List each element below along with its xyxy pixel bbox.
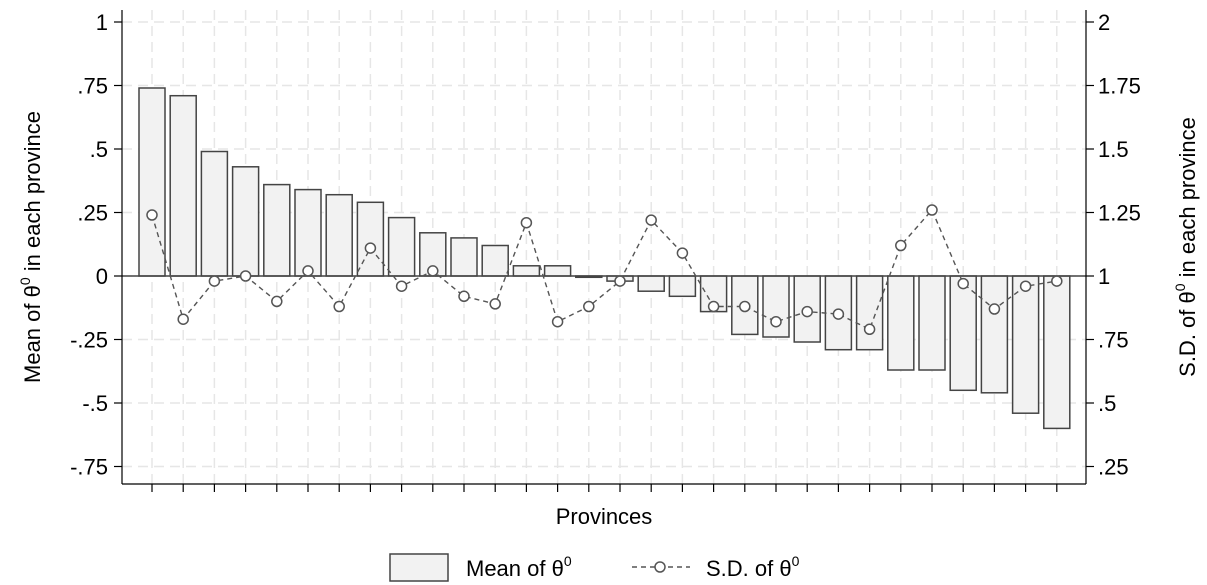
- sd-point: [1019, 280, 1032, 292]
- left-tick-label: -.75: [70, 455, 108, 480]
- bar: [762, 275, 790, 338]
- right-tick-label: 1.25: [1098, 201, 1141, 226]
- sd-point: [1051, 275, 1063, 287]
- sd-point: [770, 315, 782, 328]
- bar: [543, 265, 572, 277]
- sd-point: [177, 313, 189, 325]
- bar: [387, 216, 416, 277]
- sd-point: [707, 300, 720, 313]
- sd-line-path: [151, 208, 1057, 331]
- legend: Mean of θ0 S.D. of θ0: [389, 553, 800, 582]
- right-tick-label: .25: [1098, 455, 1129, 480]
- sd-point: [551, 315, 564, 328]
- right-tick-label: 1: [1098, 264, 1110, 289]
- left-tick-label: .75: [77, 74, 108, 99]
- sd-point: [583, 300, 595, 313]
- bar: [138, 87, 166, 277]
- bar: [200, 150, 229, 277]
- bar: [949, 275, 977, 392]
- bar: [1043, 275, 1071, 430]
- bar: [294, 188, 322, 277]
- left-tick-label: -.5: [82, 391, 108, 416]
- sd-point: [895, 239, 907, 252]
- right-tick-label: 1.75: [1098, 74, 1141, 99]
- sd-point: [801, 305, 813, 318]
- sd-line: [146, 204, 1063, 336]
- bar: [887, 275, 915, 371]
- sd-point: [333, 300, 345, 313]
- left-tick-label: -.25: [70, 328, 108, 353]
- left-tick-label: 0: [96, 264, 108, 289]
- bar: [263, 183, 291, 277]
- sd-point: [239, 270, 252, 282]
- sd-point: [614, 275, 626, 287]
- bar: [637, 275, 665, 292]
- bar: [450, 237, 478, 277]
- left-tick-label: 1: [96, 10, 108, 35]
- bar: [356, 201, 385, 277]
- left-tick-label: .5: [90, 137, 108, 162]
- sd-point: [832, 308, 845, 320]
- bar: [668, 275, 697, 298]
- bar: [1011, 275, 1040, 414]
- left-y-axis-title: Mean of θ0 in each province: [17, 111, 45, 383]
- bar: [512, 265, 541, 277]
- sd-point: [146, 209, 158, 221]
- sd-point: [988, 303, 1001, 315]
- sd-point: [427, 265, 439, 277]
- sd-point: [395, 280, 408, 292]
- sd-point: [926, 204, 938, 216]
- x-ticks: [151, 484, 1058, 492]
- legend-line-label: S.D. of θ0: [706, 553, 800, 581]
- axes: [121, 10, 1087, 485]
- sd-point: [302, 265, 314, 277]
- sd-point: [364, 242, 377, 254]
- sd-point: [863, 323, 876, 336]
- sd-point: [271, 295, 283, 308]
- sd-point: [739, 300, 751, 313]
- sd-point: [208, 275, 221, 287]
- bar: [169, 94, 197, 277]
- left-y-ticks: 1 .75 .5 .25 0 -.25 -.5 -.75: [70, 10, 122, 480]
- right-y-axis-title: S.D. of θ0 in each province: [1172, 117, 1200, 377]
- bar: [231, 166, 260, 277]
- right-tick-label: 1.5: [1098, 137, 1129, 162]
- bar: [918, 275, 946, 371]
- bars: [138, 87, 1071, 430]
- left-tick-label: .25: [77, 201, 108, 226]
- right-tick-label: .5: [1098, 391, 1116, 416]
- sd-point: [676, 247, 689, 259]
- sd-point: [489, 298, 501, 310]
- right-tick-label: .75: [1098, 328, 1129, 353]
- legend-line-marker: [654, 561, 666, 573]
- legend-bar-swatch: [389, 553, 449, 582]
- x-axis-title: Provinces: [556, 504, 653, 529]
- bar: [855, 275, 884, 351]
- right-y-ticks: 21.751.51.251.75.5.25: [1086, 10, 1141, 480]
- bar: [325, 193, 353, 277]
- bar: [980, 275, 1009, 394]
- right-tick-label: 2: [1098, 10, 1110, 35]
- bar: [481, 244, 509, 277]
- sd-point: [458, 290, 470, 303]
- legend-bar-label: Mean of θ0: [466, 553, 572, 581]
- sd-point: [520, 216, 533, 229]
- sd-point: [645, 214, 657, 226]
- sd-point: [957, 277, 969, 290]
